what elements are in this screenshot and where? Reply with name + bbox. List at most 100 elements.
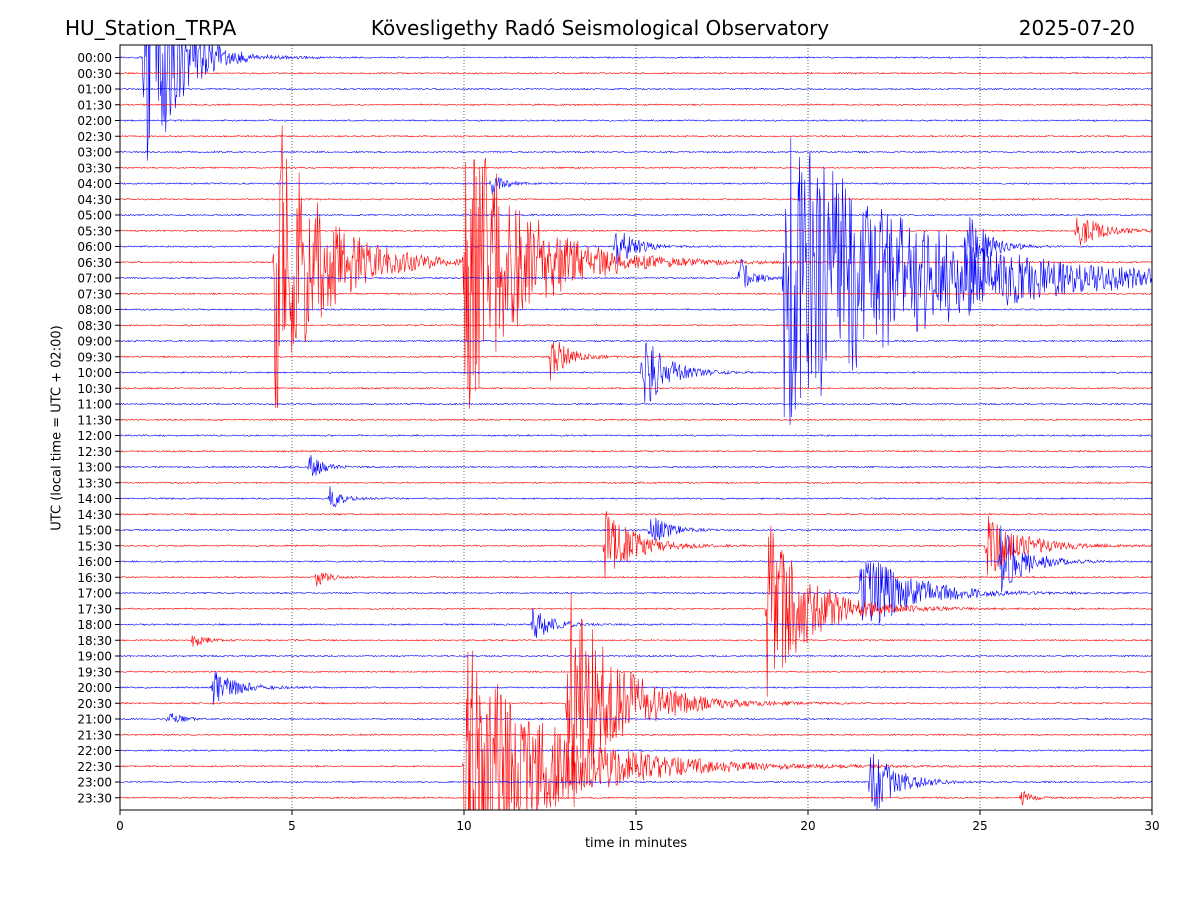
trace-0000 [120,45,1152,161]
y-tick-label: 01:30 [77,98,112,112]
y-tick-label: 00:00 [77,51,112,65]
y-tick-label: 11:30 [77,413,112,427]
y-tick-label: 00:30 [77,67,112,81]
y-tick-label: 19:30 [77,665,112,679]
y-tick-label: 08:30 [77,319,112,333]
y-tick-label: 05:30 [77,224,112,238]
trace-1900 [120,654,1152,658]
y-tick-label: 21:00 [77,713,112,727]
trace-1400 [120,486,1152,508]
y-tick-label: 12:30 [77,445,112,459]
station-name: HU_Station_TRPA [65,16,237,40]
trace-1330 [120,481,1152,485]
y-tick-label: 18:30 [77,634,112,648]
y-tick-label: 16:00 [77,555,112,569]
trace-1130 [120,418,1152,422]
trace-1030 [120,386,1152,390]
y-tick-label: 04:30 [77,193,112,207]
trace-0230 [120,134,1152,138]
trace-0700 [120,137,1152,425]
trace-2100 [120,713,1152,723]
y-tick-label: 20:00 [77,681,112,695]
trace-0900 [120,339,1152,343]
trace-0100 [120,87,1152,91]
y-tick-label: 15:00 [77,524,112,538]
x-tick-label: 5 [288,819,296,833]
y-tick-label: 06:00 [77,240,112,254]
y-tick-label: 15:30 [77,539,112,553]
trace-group [120,45,1152,810]
y-tick-label: 04:00 [77,177,112,191]
trace-0530 [120,217,1152,246]
trace-1700 [120,561,1152,624]
y-tick-label: 07:30 [77,287,112,301]
trace-0830 [120,323,1152,327]
y-tick-label: 22:30 [77,760,112,774]
x-tick-label: 0 [116,819,124,833]
x-tick-label: 15 [628,819,643,833]
trace-0500 [120,213,1152,217]
x-tick-label: 10 [456,819,471,833]
trace-0630 [120,125,1152,409]
y-tick-label: 14:00 [77,492,112,506]
y-tick-label: 03:00 [77,146,112,160]
y-tick-label: 02:30 [77,130,112,144]
trace-1830 [120,635,1152,647]
y-tick-label: 10:30 [77,382,112,396]
trace-1530 [120,511,1152,579]
trace-1200 [120,433,1152,437]
y-tick-label: 14:30 [77,508,112,522]
y-tick-label: 19:00 [77,650,112,664]
chart-title: Kövesligethy Radó Seismological Observat… [370,16,830,40]
y-tick-label: 12:00 [77,429,112,443]
y-tick-label: 23:00 [77,776,112,790]
trace-0400 [120,176,1152,195]
trace-0800 [120,308,1152,311]
trace-2300 [120,753,1152,810]
y-tick-label: 16:30 [77,571,112,585]
trace-1100 [120,402,1152,406]
y-tick-label: 22:00 [77,744,112,758]
x-axis-label: time in minutes [584,836,688,851]
x-tick-label: 20 [800,819,815,833]
y-tick-label: 09:00 [77,335,112,349]
y-tick-label: 02:00 [77,114,112,128]
y-tick-label: 13:00 [77,461,112,475]
trace-0200 [120,119,1152,123]
y-tick-label: 20:30 [77,697,112,711]
trace-0030 [120,71,1152,75]
y-tick-label: 13:30 [77,476,112,490]
trace-2130 [120,733,1152,737]
y-tick-label: 10:00 [77,366,112,380]
y-tick-label: 08:00 [77,303,112,317]
trace-0300 [120,150,1152,154]
y-tick-label: 11:00 [77,398,112,412]
trace-0930 [120,341,1152,381]
x-axis: 0 5 10 15 20 25 30 [116,810,1160,833]
y-tick-label: 06:30 [77,256,112,270]
trace-1800 [120,608,1152,639]
y-tick-label: 09:30 [77,350,112,364]
trace-1230 [120,449,1152,453]
x-tick-label: 30 [1144,819,1159,833]
trace-0330 [120,166,1152,170]
trace-1600 [120,525,1152,592]
y-tick-label: 23:30 [77,791,112,805]
trace-2030 [120,593,1152,807]
y-tick-label: 07:00 [77,272,112,286]
trace-2330 [120,790,1152,807]
trace-2200 [120,749,1152,753]
chart-date: 2025-07-20 [1018,16,1135,40]
trace-0430 [120,197,1152,201]
y-tick-label: 21:30 [77,728,112,742]
trace-0130 [120,103,1152,107]
y-tick-label: 17:30 [77,602,112,616]
y-tick-label: 17:00 [77,587,112,601]
trace-0600 [120,216,1152,283]
y-tick-label: 01:00 [77,83,112,97]
x-tick-label: 25 [972,819,987,833]
trace-1000 [120,342,1152,404]
trace-1300 [120,455,1152,477]
